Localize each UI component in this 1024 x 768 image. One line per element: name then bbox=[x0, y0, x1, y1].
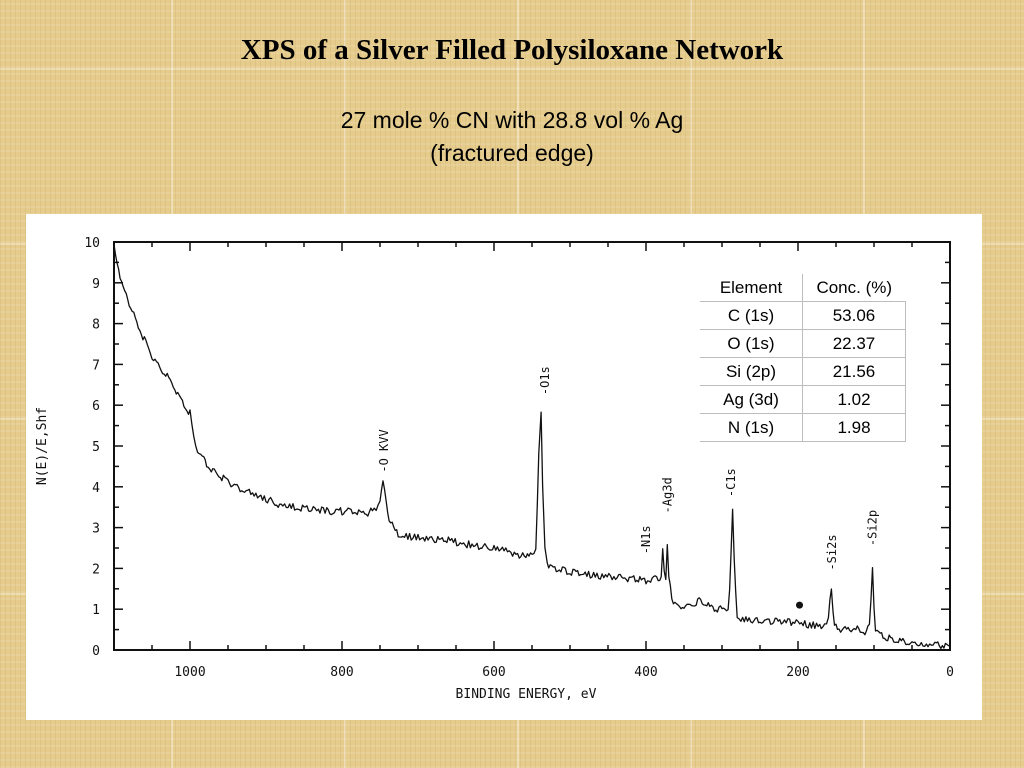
element-cell: O (1s) bbox=[700, 329, 803, 358]
y-tick-label: 10 bbox=[84, 236, 100, 251]
x-tick-label: 1000 bbox=[174, 665, 205, 680]
element-cell: N (1s) bbox=[700, 413, 803, 442]
y-tick-label: 8 bbox=[92, 318, 100, 333]
series-group bbox=[113, 244, 951, 650]
peak-label: -O KVV bbox=[377, 429, 391, 472]
concentration-table: Element Conc. (%) C (1s) 53.06 O (1s) 22… bbox=[700, 274, 906, 442]
chart-panel: 1000 800 600 400 200 0 0 1 2 3 4 5 6 7 8 9 10 -O KVV -O1… bbox=[26, 214, 982, 720]
table-header-conc: Conc. (%) bbox=[802, 274, 906, 302]
slide-title: XPS of a Silver Filled Polysiloxane Netw… bbox=[240, 34, 784, 66]
xps-spectrum-chart: 1000 800 600 400 200 0 0 1 2 3 4 5 6 7 8 9 10 -O KVV -O1… bbox=[35, 236, 954, 702]
spectrum-line bbox=[113, 244, 951, 650]
y-tick-label: 0 bbox=[92, 644, 100, 659]
element-cell: Ag (3d) bbox=[700, 385, 803, 414]
peak-label: -C1s bbox=[724, 468, 738, 497]
table-row: N (1s) 1.98 bbox=[700, 413, 906, 442]
y-tick-label: 9 bbox=[92, 277, 100, 292]
table-row: Si (2p) 21.56 bbox=[700, 357, 906, 386]
peak-label: -Si2s bbox=[825, 534, 839, 570]
peak-labels: -O KVV -O1s -N1s -Ag3d -C1s -Si2s -Si2p bbox=[377, 366, 880, 570]
x-ticks: 1000 800 600 400 200 0 bbox=[113, 242, 954, 680]
table-row: C (1s) 53.06 bbox=[700, 301, 906, 330]
subtitle-line-2: (fractured edge) bbox=[430, 140, 594, 166]
slide-subtitle: 27 mole % CN with 28.8 vol % Ag (fractur… bbox=[0, 104, 1024, 170]
subtitle-line-1: 27 mole % CN with 28.8 vol % Ag bbox=[340, 107, 684, 133]
peak-label: -Si2p bbox=[865, 510, 879, 546]
x-tick-label: 0 bbox=[946, 665, 954, 680]
x-tick-label: 600 bbox=[482, 665, 505, 680]
element-cell: C (1s) bbox=[700, 301, 803, 330]
y-tick-label: 7 bbox=[92, 358, 100, 373]
table-row: Ag (3d) 1.02 bbox=[700, 385, 906, 414]
peak-label: -Ag3d bbox=[660, 477, 674, 513]
conc-cell: 1.02 bbox=[802, 385, 906, 414]
peak-label: -N1s bbox=[639, 525, 653, 554]
table-row: O (1s) 22.37 bbox=[700, 329, 906, 358]
element-cell: Si (2p) bbox=[700, 357, 803, 386]
y-tick-label: 5 bbox=[92, 440, 100, 455]
conc-cell: 22.37 bbox=[802, 329, 906, 358]
y-tick-label: 4 bbox=[92, 481, 100, 496]
table-header-element: Element bbox=[700, 274, 803, 302]
x-tick-label: 400 bbox=[634, 665, 657, 680]
x-tick-label: 200 bbox=[786, 665, 809, 680]
y-ticks: 0 1 2 3 4 5 6 7 8 9 10 bbox=[84, 236, 950, 659]
markers bbox=[796, 601, 804, 609]
table-header-row: Element Conc. (%) bbox=[700, 274, 906, 302]
y-tick-label: 3 bbox=[92, 522, 100, 537]
x-axis-label: BINDING ENERGY, eV bbox=[456, 687, 597, 702]
conc-cell: 21.56 bbox=[802, 357, 906, 386]
x-tick-label: 800 bbox=[330, 665, 353, 680]
y-tick-label: 1 bbox=[92, 603, 100, 618]
conc-cell: 53.06 bbox=[802, 301, 906, 330]
data-marker-dot bbox=[796, 601, 804, 609]
y-tick-label: 6 bbox=[92, 399, 100, 414]
y-axis-label: N(E)/E,Shf bbox=[35, 407, 50, 485]
peak-label: -O1s bbox=[538, 366, 552, 395]
conc-cell: 1.98 bbox=[802, 413, 906, 442]
y-tick-label: 2 bbox=[92, 562, 100, 577]
